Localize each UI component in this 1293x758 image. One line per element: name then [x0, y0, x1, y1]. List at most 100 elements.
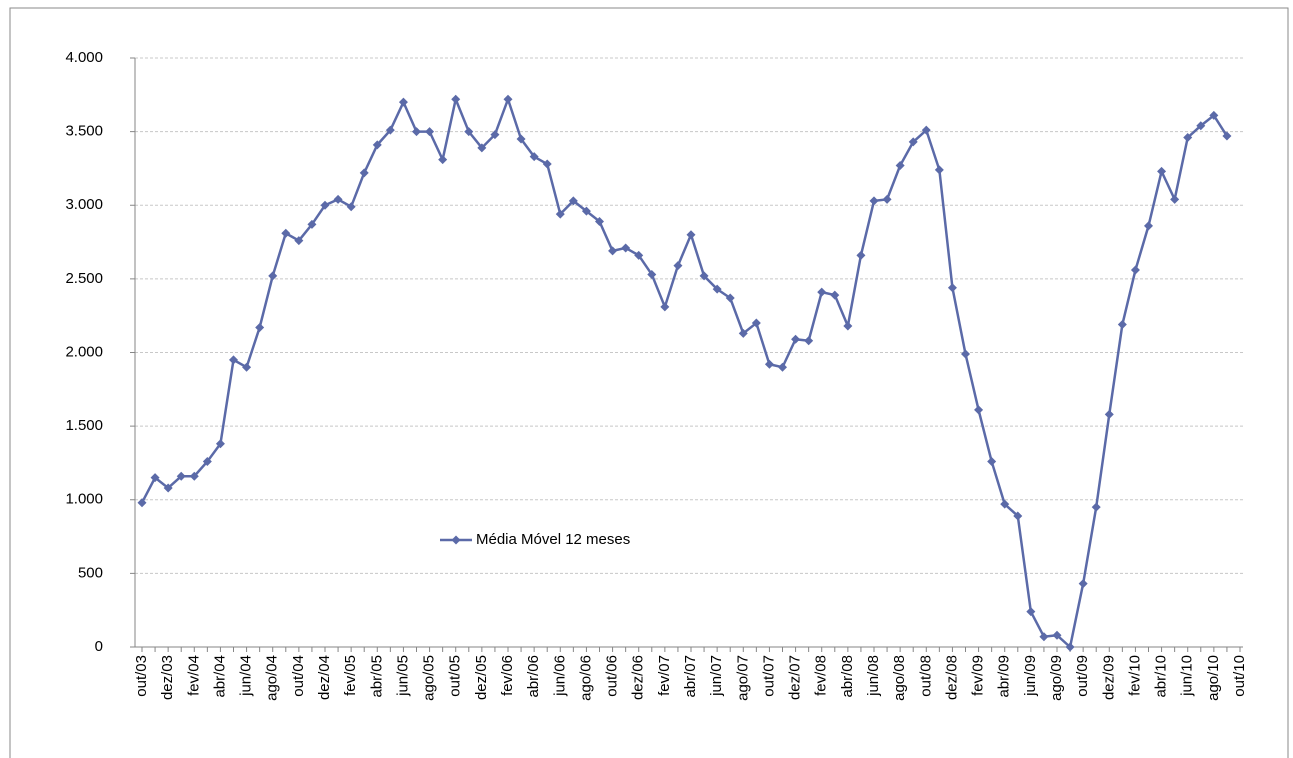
point-marker — [1052, 630, 1062, 640]
x-tick-label: jun/05 — [394, 655, 411, 697]
point-marker — [202, 456, 212, 466]
point-marker — [398, 97, 408, 107]
point-marker — [686, 230, 696, 240]
point-marker — [764, 359, 774, 369]
point-marker — [1039, 632, 1049, 642]
point-marker — [1196, 121, 1206, 131]
point-marker — [438, 155, 448, 165]
point-marker — [516, 134, 526, 144]
x-tick-label: jun/04 — [238, 655, 255, 697]
x-tick-label: abr/08 — [839, 655, 856, 698]
point-marker — [1144, 221, 1153, 231]
point-marker — [1026, 607, 1036, 617]
x-tick-label: jun/08 — [865, 655, 882, 697]
point-marker — [150, 473, 160, 483]
x-tick-label: out/05 — [447, 655, 464, 697]
point-marker — [333, 194, 343, 204]
point-marker — [1104, 409, 1114, 419]
x-tick-label: dez/04 — [316, 655, 333, 700]
y-tick-label: 2.000 — [65, 343, 103, 360]
point-marker — [725, 293, 735, 303]
x-tick-label: ago/07 — [734, 655, 751, 701]
point-marker — [673, 261, 683, 271]
x-tick-label: jun/07 — [708, 655, 725, 697]
x-tick-label: out/08 — [917, 655, 934, 697]
point-marker — [346, 202, 356, 212]
point-marker — [163, 483, 173, 493]
point-marker — [412, 127, 421, 137]
x-tick-label: fev/10 — [1126, 655, 1143, 696]
point-marker — [908, 137, 918, 147]
point-marker — [817, 287, 827, 297]
point-marker — [490, 130, 500, 140]
x-tick-label: fev/04 — [185, 655, 202, 696]
point-marker — [477, 143, 487, 153]
point-marker — [1000, 499, 1010, 509]
chart-frame — [9, 7, 1289, 758]
point-marker — [294, 236, 304, 246]
point-marker — [1222, 131, 1232, 141]
y-tick-label: 1.000 — [65, 491, 103, 508]
point-marker — [921, 125, 931, 135]
legend-label: Média Móvel 12 meses — [476, 531, 630, 548]
point-marker — [1117, 320, 1127, 330]
x-tick-label: dez/06 — [630, 655, 647, 700]
x-tick-label: jun/10 — [1179, 655, 1196, 697]
point-marker — [372, 140, 382, 150]
point-marker — [529, 152, 539, 162]
point-marker — [947, 283, 957, 293]
y-tick-label: 1.500 — [65, 417, 103, 434]
x-tick-label: dez/05 — [473, 655, 490, 700]
point-marker — [255, 322, 265, 332]
point-marker — [934, 165, 944, 175]
point-marker — [778, 362, 787, 372]
x-tick-label: jun/09 — [1022, 655, 1039, 697]
point-marker — [804, 336, 814, 346]
y-tick-label: 4.000 — [65, 49, 103, 66]
x-tick-label: ago/08 — [891, 655, 908, 701]
point-marker — [581, 206, 591, 216]
x-tick-label: out/04 — [290, 655, 307, 697]
point-marker — [751, 318, 761, 328]
point-marker — [268, 271, 278, 281]
x-tick-label: ago/09 — [1048, 655, 1065, 701]
point-marker — [1091, 502, 1101, 512]
point-marker — [987, 456, 997, 466]
x-tick-label: fev/08 — [813, 655, 830, 696]
point-marker — [595, 216, 604, 226]
point-marker — [738, 328, 748, 338]
y-tick-label: 3.500 — [65, 123, 103, 140]
point-marker — [242, 362, 252, 372]
x-tick-label: fev/06 — [499, 655, 516, 696]
point-marker — [189, 471, 199, 481]
point-marker — [464, 127, 474, 137]
x-tick-label: dez/08 — [943, 655, 960, 700]
x-tick-label: dez/07 — [787, 655, 804, 700]
point-marker — [660, 302, 670, 312]
point-marker — [843, 321, 853, 331]
x-tick-label: ago/04 — [264, 655, 281, 701]
point-marker — [451, 94, 461, 104]
point-marker — [1078, 579, 1088, 589]
point-marker — [699, 271, 709, 281]
point-marker — [974, 405, 984, 415]
point-marker — [791, 334, 801, 344]
point-marker — [542, 159, 552, 169]
x-tick-label: abr/06 — [525, 655, 542, 698]
point-marker — [1183, 133, 1193, 143]
x-tick-label: out/03 — [133, 655, 150, 697]
x-tick-label: ago/05 — [421, 655, 438, 701]
point-marker — [1170, 194, 1180, 204]
y-tick-label: 2.500 — [65, 270, 103, 287]
point-marker — [895, 160, 905, 170]
y-tick-label: 0 — [95, 638, 103, 655]
x-tick-label: fev/09 — [970, 655, 987, 696]
point-marker — [647, 269, 657, 279]
point-marker — [281, 228, 291, 238]
x-tick-label: fev/05 — [342, 655, 359, 696]
point-marker — [621, 243, 631, 253]
point-marker — [229, 355, 238, 365]
x-tick-label: out/07 — [760, 655, 777, 697]
point-marker — [1130, 265, 1140, 275]
